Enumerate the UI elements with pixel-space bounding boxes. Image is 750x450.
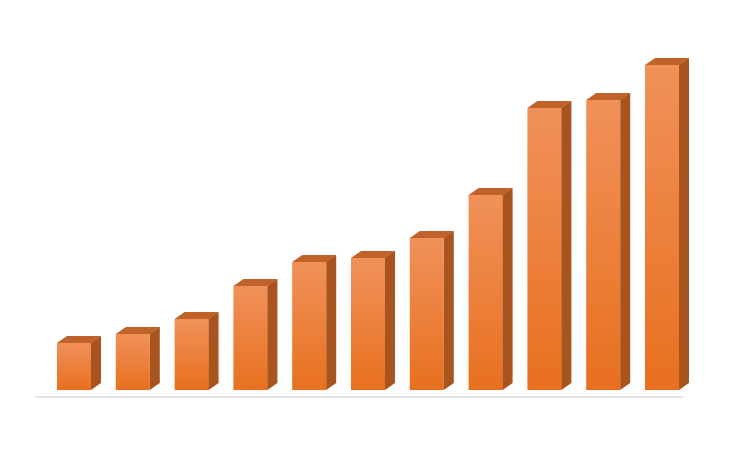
bar-top xyxy=(233,279,278,286)
bar-top xyxy=(586,93,631,100)
bar-top xyxy=(468,188,513,195)
bar xyxy=(468,188,513,390)
bar-front xyxy=(174,319,209,390)
bar xyxy=(233,279,278,390)
bar xyxy=(115,327,160,390)
bar-top xyxy=(292,255,337,262)
bar-side xyxy=(561,101,572,390)
bar-side xyxy=(620,93,631,390)
bar-side xyxy=(385,251,395,390)
bar xyxy=(409,231,454,390)
bar-top xyxy=(527,101,572,108)
bar xyxy=(174,312,219,390)
bar-top xyxy=(409,231,454,238)
bar-front xyxy=(527,108,562,390)
bar xyxy=(351,251,395,390)
bar xyxy=(586,93,631,390)
bar-front xyxy=(115,334,150,390)
bar-front xyxy=(645,65,679,390)
bar-side xyxy=(679,58,689,390)
bar-front xyxy=(57,343,91,390)
bar-top xyxy=(351,251,395,258)
bar-side xyxy=(91,336,101,390)
bar-top xyxy=(645,58,689,65)
bar-side xyxy=(149,327,160,390)
bar-front xyxy=(409,238,444,390)
bar-side xyxy=(208,312,219,390)
bar xyxy=(527,101,572,390)
bar-front xyxy=(233,286,268,390)
bar xyxy=(292,255,337,390)
bar xyxy=(57,336,101,390)
bar-front xyxy=(351,258,385,390)
bar-top xyxy=(174,312,219,319)
bar xyxy=(645,58,689,390)
bar-front xyxy=(586,100,621,390)
bar-front xyxy=(468,195,503,390)
bar-top xyxy=(57,336,101,343)
bar-side xyxy=(443,231,454,390)
bar-side xyxy=(326,255,337,390)
bar-side xyxy=(502,188,513,390)
bar-top xyxy=(115,327,160,334)
bar-side xyxy=(267,279,278,390)
bar-front xyxy=(292,262,327,390)
